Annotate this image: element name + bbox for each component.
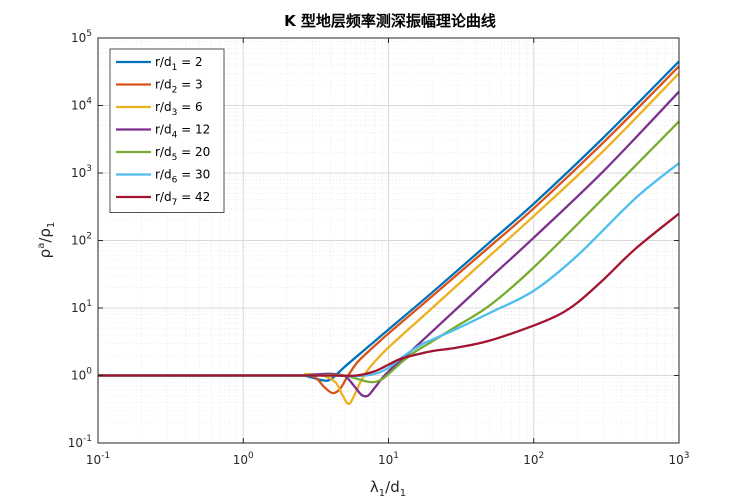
x-tick-label: 10-1 [86, 451, 110, 467]
y-axis-label-sep: /ρ [36, 228, 54, 243]
y-tick-label: 101 [71, 299, 92, 315]
series-group [97, 60, 680, 406]
y-tick-label: 105 [71, 29, 92, 45]
x-axis-label-sub2: 1 [400, 488, 406, 499]
legend-label-4: r/d4 = 12 [155, 123, 210, 141]
x-tick-label-exp: 1 [393, 451, 399, 461]
y-axis-label-base: ρ [36, 249, 54, 259]
x-tick-label: 100 [233, 451, 254, 467]
x-axis-label-sub: 1 [379, 488, 385, 499]
legend: r/d1 = 2r/d2 = 3r/d3 = 6r/d4 = 12r/d5 = … [109, 48, 225, 213]
y-tick-label: 103 [71, 164, 92, 180]
legend-label-post: = 12 [177, 123, 210, 137]
legend-label-1: r/d1 = 2 [155, 55, 203, 73]
y-tick-label-exp: 0 [86, 367, 92, 377]
legend-box [109, 48, 225, 213]
y-tick-label-base: 10 [71, 301, 86, 315]
y-tick-label-exp: 4 [86, 97, 92, 107]
y-axis-label-sup: a [36, 243, 47, 249]
legend-label-pre: r/d [155, 123, 172, 137]
legend-label-3: r/d3 = 6 [155, 100, 203, 118]
legend-label-post: = 6 [177, 100, 202, 114]
y-tick-label: 102 [71, 232, 92, 248]
y-tick-label-base: 10 [71, 369, 86, 383]
legend-label-post: = 30 [177, 168, 210, 182]
legend-label-sub: 4 [172, 131, 178, 141]
legend-label-pre: r/d [155, 78, 172, 92]
y-axis-label-sub: 1 [46, 222, 57, 228]
y-tick-label-base: 10 [71, 166, 86, 180]
x-tick-labels: 10-1 100 101 102 103 [86, 451, 690, 467]
y-tick-label: 100 [71, 367, 92, 383]
y-tick-label-base: 10 [71, 234, 86, 248]
legend-label-sub: 2 [172, 86, 178, 96]
x-tick-label-base: 10 [233, 453, 248, 467]
y-tick-label-exp: 5 [86, 29, 92, 39]
x-tick-label-exp: 2 [539, 451, 545, 461]
x-axis-label: λ1/d1 [370, 478, 406, 499]
legend-label-post: = 3 [177, 78, 202, 92]
legend-label-sub: 1 [172, 63, 178, 73]
x-tick-label-exp: 0 [248, 451, 254, 461]
legend-label-sub: 3 [172, 108, 178, 118]
y-tick-label-base: 10 [71, 31, 86, 45]
y-axis-label: ρa/ρ1 [36, 222, 57, 259]
x-tick-label-exp: 3 [684, 451, 690, 461]
legend-label-sub: 6 [172, 176, 178, 186]
legend-label-sub: 5 [172, 153, 178, 163]
x-axis-label-base: λ [370, 478, 379, 496]
axes-frame [97, 37, 680, 444]
legend-label-post: = 42 [177, 190, 210, 204]
y-tick-label-base: 10 [68, 436, 83, 450]
y-tick-label: 104 [71, 97, 92, 113]
legend-label-5: r/d5 = 20 [155, 145, 210, 163]
y-tick-label-exp: -1 [83, 434, 92, 444]
legend-label-post: = 20 [177, 145, 210, 159]
x-tick-label: 103 [668, 451, 689, 467]
x-tick-label-base: 10 [378, 453, 393, 467]
legend-label-post: = 2 [177, 55, 202, 69]
legend-label-pre: r/d [155, 168, 172, 182]
legend-label-7: r/d7 = 42 [155, 190, 210, 208]
chart-title: K 型地层频率测深振幅理论曲线 [284, 12, 496, 30]
legend-label-pre: r/d [155, 145, 172, 159]
x-tick-label: 101 [378, 451, 399, 467]
legend-label-pre: r/d [155, 190, 172, 204]
legend-label-pre: r/d [155, 55, 172, 69]
x-tick-label: 102 [523, 451, 544, 467]
y-tick-label-base: 10 [71, 99, 86, 113]
y-tick-label: 10-1 [68, 434, 92, 450]
y-tick-label-exp: 1 [86, 299, 92, 309]
series-line-7 [98, 212, 680, 377]
legend-label-pre: r/d [155, 100, 172, 114]
legend-label-sub: 7 [172, 198, 178, 208]
legend-label-2: r/d2 = 3 [155, 78, 203, 96]
y-tick-label-exp: 3 [86, 164, 92, 174]
y-tick-label-exp: 2 [86, 232, 92, 242]
x-tick-label-base: 10 [86, 453, 101, 467]
legend-label-6: r/d6 = 30 [155, 168, 210, 186]
x-tick-label-exp: -1 [101, 451, 110, 461]
x-tick-label-base: 10 [668, 453, 683, 467]
x-axis-label-sep: /d [385, 478, 400, 496]
x-tick-label-base: 10 [523, 453, 538, 467]
